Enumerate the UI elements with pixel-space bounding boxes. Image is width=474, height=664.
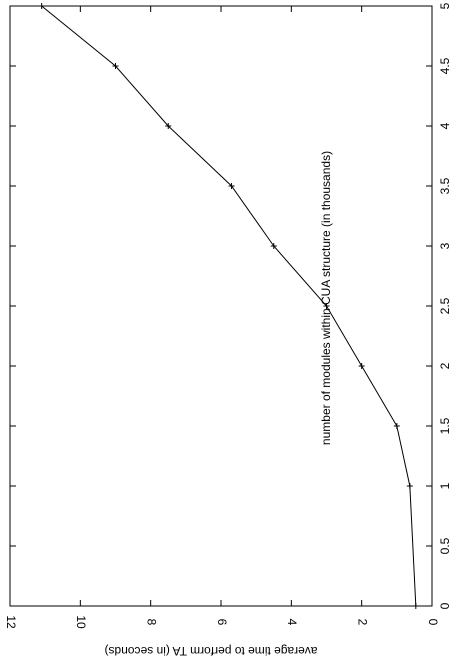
point-marker: [412, 603, 419, 609]
point-marker: [112, 63, 119, 69]
y-tick-label: 2: [355, 619, 369, 626]
line: [41, 5, 417, 607]
y-tick-label: 6: [215, 619, 229, 626]
point-marker: [323, 303, 330, 309]
y-tick-label: 8: [144, 619, 158, 626]
x-tick-label: 1.5: [438, 417, 452, 434]
x-tick-label: 3.5: [438, 177, 452, 194]
x-tick-label: 1: [438, 482, 452, 489]
x-tick-label: 0: [438, 602, 452, 609]
y-tick-label: 4: [285, 619, 299, 626]
x-tick-label: 3: [438, 242, 452, 249]
x-tick-label: 2.5: [438, 297, 452, 314]
x-tick-label: 4: [438, 122, 452, 129]
point-marker: [165, 123, 172, 129]
point-marker: [406, 483, 413, 489]
y-tick-label: 0: [426, 619, 440, 626]
plot-frame: [9, 5, 433, 607]
y-tick-label: 12: [4, 615, 18, 629]
point-marker: [38, 3, 45, 9]
x-tick-label: 2: [438, 362, 452, 369]
y-tick-label: 10: [74, 615, 88, 629]
point-marker: [393, 423, 400, 429]
point-marker: [270, 243, 277, 249]
x-axis-label: number of modules within CUA structure (…: [319, 151, 333, 445]
y-axis-label: average time to perform TA (in seconds): [105, 644, 318, 658]
x-tick-label: 5: [438, 2, 452, 9]
point-marker: [358, 363, 365, 369]
x-tick-label: 0.5: [438, 537, 452, 554]
x-tick-label: 4.5: [438, 57, 452, 74]
point-marker: [228, 183, 235, 189]
